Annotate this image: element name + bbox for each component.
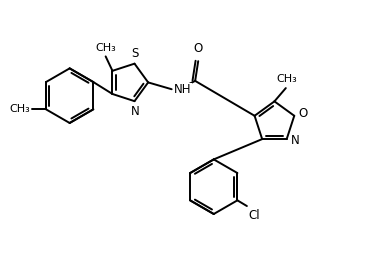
Text: O: O: [194, 43, 203, 56]
Text: CH₃: CH₃: [95, 43, 116, 53]
Text: CH₃: CH₃: [10, 104, 31, 114]
Text: N: N: [291, 134, 300, 147]
Text: S: S: [131, 47, 139, 60]
Text: CH₃: CH₃: [277, 73, 297, 83]
Text: N: N: [131, 105, 140, 118]
Text: O: O: [299, 107, 308, 120]
Text: Cl: Cl: [249, 209, 261, 222]
Text: NH: NH: [173, 83, 191, 96]
